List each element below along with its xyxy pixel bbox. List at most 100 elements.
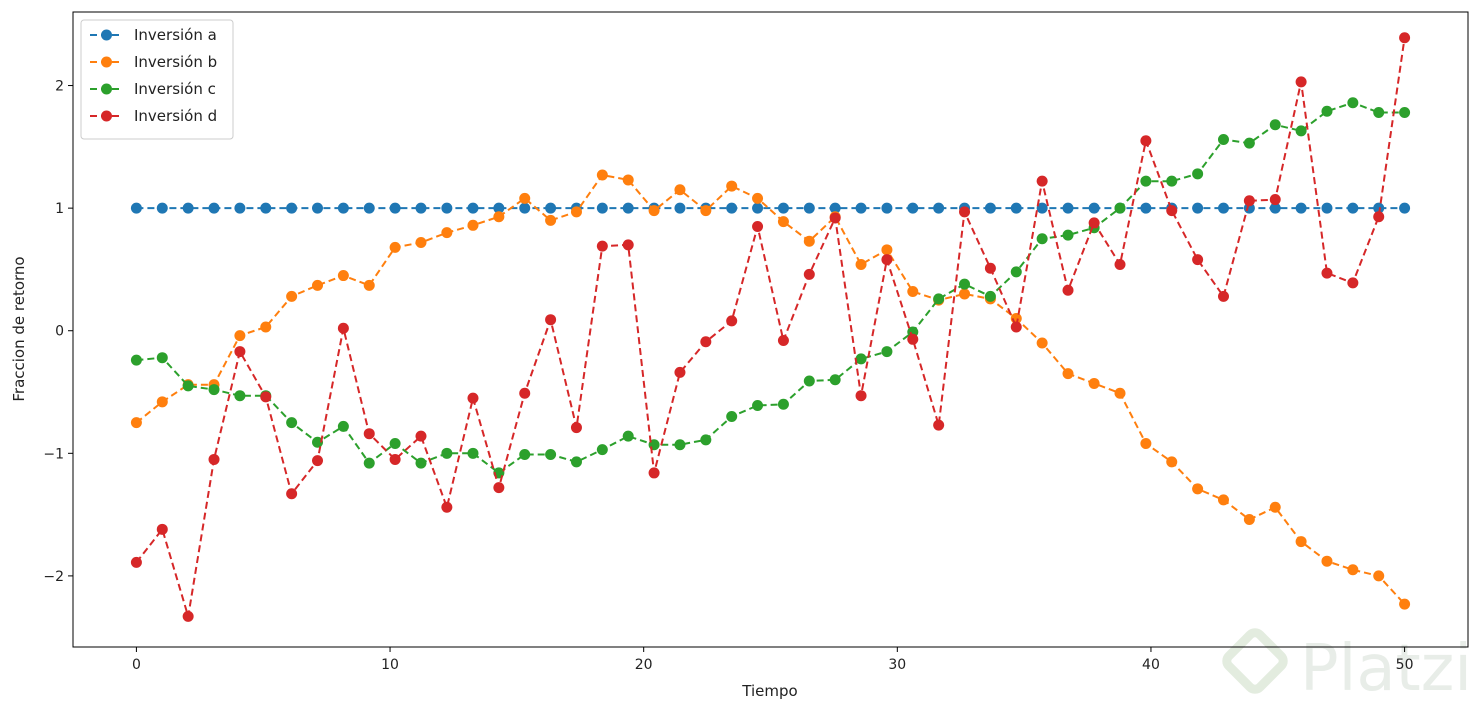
data-point bbox=[130, 202, 142, 214]
x-tick-label: 10 bbox=[381, 657, 399, 673]
data-point bbox=[208, 453, 220, 465]
data-point bbox=[752, 221, 764, 233]
x-tick-label: 30 bbox=[888, 657, 906, 673]
data-point bbox=[156, 352, 168, 364]
data-point bbox=[156, 396, 168, 408]
data-point bbox=[337, 420, 349, 432]
data-point bbox=[803, 375, 815, 387]
data-point bbox=[881, 202, 893, 214]
x-axis: 0 10 20 30 40 50 bbox=[132, 647, 1414, 673]
data-point bbox=[726, 180, 738, 192]
data-point bbox=[881, 254, 893, 266]
data-point bbox=[1192, 202, 1204, 214]
data-point bbox=[622, 202, 634, 214]
data-point bbox=[1399, 107, 1411, 119]
data-point bbox=[933, 419, 945, 431]
series-inversi-n-c bbox=[130, 97, 1411, 479]
data-point bbox=[1114, 202, 1126, 214]
data-point bbox=[1192, 168, 1204, 180]
data-point bbox=[570, 456, 582, 468]
y-axis-label: Fraccion de retorno bbox=[10, 256, 28, 401]
data-point bbox=[1062, 368, 1074, 380]
watermark: Platzi bbox=[1222, 628, 1472, 706]
data-point bbox=[1295, 536, 1307, 548]
y-tick-label: −1 bbox=[43, 446, 64, 462]
legend-marker bbox=[101, 29, 112, 41]
data-point bbox=[648, 205, 660, 217]
data-point bbox=[700, 205, 712, 217]
data-point bbox=[363, 202, 375, 214]
data-point bbox=[803, 268, 815, 280]
data-point bbox=[1010, 266, 1022, 278]
data-point bbox=[545, 449, 557, 461]
data-point bbox=[1114, 259, 1126, 271]
data-point bbox=[441, 501, 453, 513]
data-point bbox=[1088, 377, 1100, 389]
data-point bbox=[596, 240, 608, 252]
data-point bbox=[441, 227, 453, 239]
data-point bbox=[1321, 202, 1333, 214]
data-point bbox=[363, 279, 375, 291]
data-point bbox=[648, 467, 660, 479]
data-point bbox=[959, 288, 971, 300]
y-tick-label: −2 bbox=[43, 569, 64, 585]
data-point bbox=[1192, 254, 1204, 266]
data-point bbox=[1114, 387, 1126, 399]
data-point bbox=[777, 202, 789, 214]
legend-entry: Inversión c bbox=[90, 80, 216, 98]
data-point bbox=[1010, 202, 1022, 214]
legend-label: Inversión c bbox=[134, 80, 216, 98]
data-point bbox=[1088, 202, 1100, 214]
data-point bbox=[907, 285, 919, 297]
data-point bbox=[984, 262, 996, 274]
series-line bbox=[135, 173, 1406, 605]
data-point bbox=[1192, 483, 1204, 495]
data-point bbox=[519, 387, 531, 399]
data-point bbox=[1347, 97, 1359, 109]
data-point bbox=[803, 202, 815, 214]
x-tick-label: 20 bbox=[635, 657, 653, 673]
data-point bbox=[855, 202, 867, 214]
data-point bbox=[1140, 438, 1152, 450]
data-point bbox=[674, 202, 686, 214]
data-point bbox=[881, 346, 893, 358]
data-point bbox=[312, 279, 324, 291]
data-point bbox=[182, 380, 194, 392]
data-point bbox=[312, 455, 324, 467]
data-point bbox=[156, 523, 168, 535]
data-point bbox=[1295, 125, 1307, 137]
data-point bbox=[260, 202, 272, 214]
data-point bbox=[234, 330, 246, 342]
data-point bbox=[234, 390, 246, 402]
data-point bbox=[467, 219, 479, 231]
data-point bbox=[363, 428, 375, 440]
x-tick-label: 40 bbox=[1142, 657, 1160, 673]
data-point bbox=[260, 391, 272, 403]
data-point bbox=[389, 453, 401, 465]
data-point bbox=[1373, 211, 1385, 223]
data-point bbox=[1036, 233, 1048, 245]
data-point bbox=[855, 259, 867, 271]
data-point bbox=[700, 336, 712, 348]
series-inversi-n-a bbox=[130, 202, 1411, 214]
plot-area bbox=[130, 32, 1411, 622]
data-point bbox=[596, 169, 608, 181]
data-point bbox=[1321, 267, 1333, 279]
data-point bbox=[1166, 205, 1178, 217]
data-point bbox=[1399, 32, 1411, 44]
data-point bbox=[1062, 229, 1074, 241]
data-point bbox=[545, 214, 557, 226]
data-point bbox=[959, 206, 971, 218]
legend-label: Inversión a bbox=[134, 26, 217, 44]
data-point bbox=[1399, 202, 1411, 214]
legend-label: Inversión b bbox=[134, 53, 217, 71]
data-point bbox=[907, 333, 919, 345]
data-point bbox=[1269, 202, 1281, 214]
y-axis: −2 −1 0 1 2 bbox=[43, 79, 73, 585]
data-point bbox=[933, 202, 945, 214]
legend-marker bbox=[101, 83, 112, 95]
data-point bbox=[1217, 133, 1229, 145]
data-point bbox=[337, 322, 349, 334]
data-point bbox=[1295, 76, 1307, 88]
